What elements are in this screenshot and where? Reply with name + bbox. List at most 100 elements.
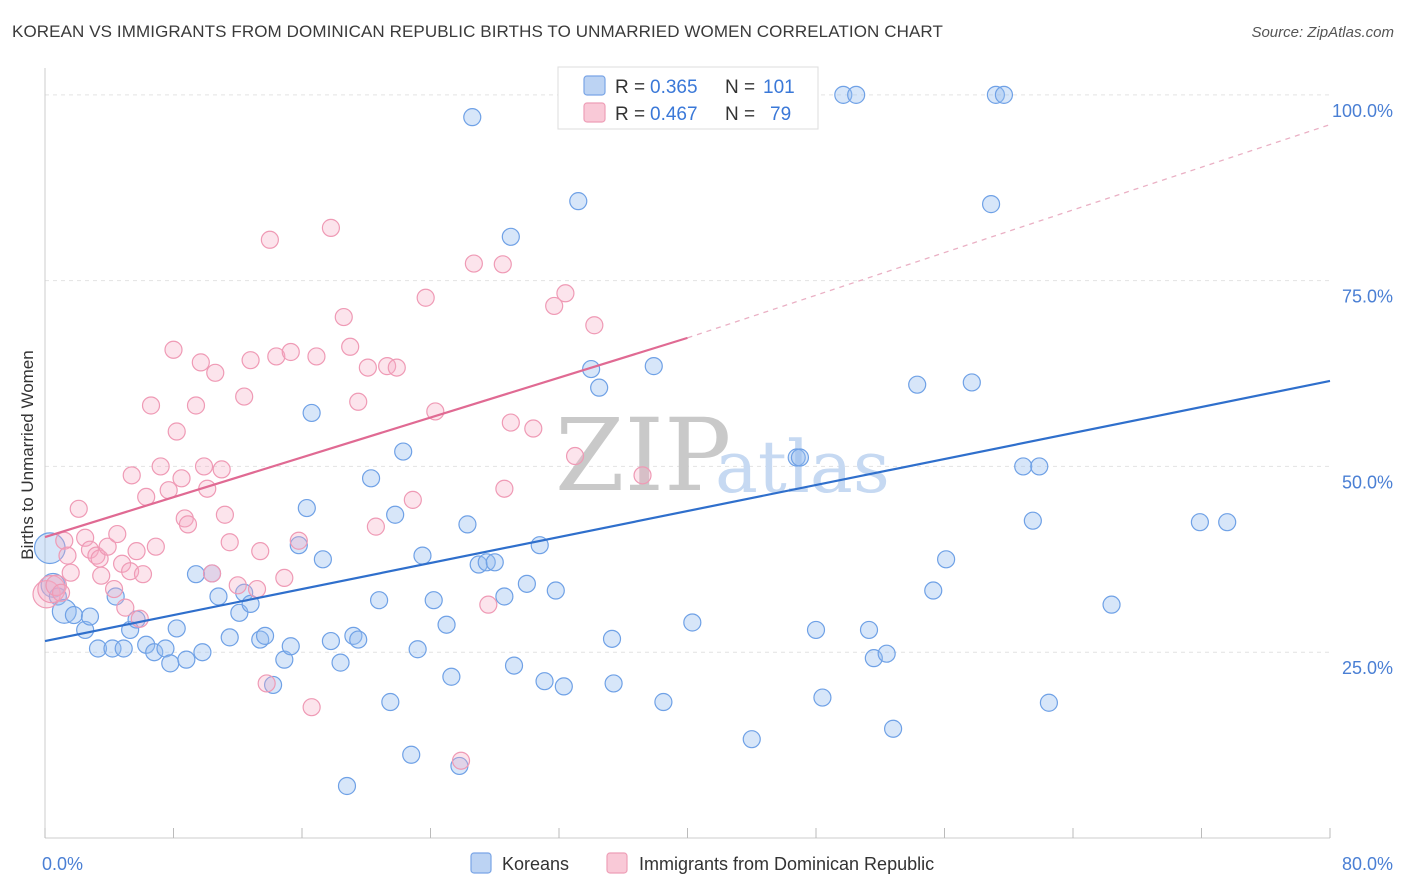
dominican-point-37	[202, 564, 222, 583]
dominican-point-42	[228, 576, 247, 595]
korean-point-81	[834, 85, 853, 104]
korean-point-73	[654, 692, 673, 712]
korean-point-68	[582, 359, 601, 379]
source-credit: Source: ZipAtlas.com	[1251, 24, 1394, 41]
y-tick-label-1: 50.0%	[1342, 472, 1393, 492]
korean-point-38	[337, 776, 357, 796]
korean-point-58	[495, 587, 514, 606]
korean-point-51	[442, 667, 461, 686]
korean-point-80	[813, 688, 832, 707]
dominican-point-21	[130, 609, 149, 628]
dominican-point-64	[416, 288, 435, 307]
korean-point-34	[302, 403, 321, 423]
korean-point-40	[349, 630, 368, 649]
korean-point-46	[402, 745, 421, 764]
korean-point-83	[859, 620, 879, 640]
y-axis-title: Births to Unmarried Women	[18, 350, 37, 559]
dominican-point-46	[251, 542, 270, 561]
legend-n-value-1: 101	[763, 77, 795, 98]
legend-r-value-1: 0.365	[650, 77, 698, 98]
dominican-point-39	[212, 460, 231, 479]
korean-point-19	[186, 565, 206, 584]
korean-point-48	[413, 546, 432, 565]
dominican-point-17	[116, 598, 135, 617]
dominican-point-67	[464, 254, 483, 273]
dominican-point-20	[127, 542, 146, 561]
korean-point-6	[80, 607, 100, 626]
korean-point-33	[297, 498, 316, 518]
dominican-point-6	[61, 563, 80, 582]
x-tick-labels: 0.0% 80.0%	[42, 854, 1393, 874]
korean-point-87	[908, 375, 927, 394]
dominican-point-47	[257, 674, 276, 693]
dominican-point-53	[302, 698, 321, 717]
dominican-point-29	[167, 422, 186, 441]
dominican-point-22	[133, 565, 153, 584]
series-dominican-points	[32, 218, 652, 770]
dominican-point-68	[479, 595, 498, 614]
dominican-point-61	[378, 357, 397, 376]
korean-point-45	[394, 442, 413, 461]
korean-point-72	[644, 357, 663, 376]
dominican-point-51	[281, 342, 300, 362]
dominican-point-76	[585, 316, 604, 335]
dominican-point-72	[524, 419, 543, 438]
dominican-point-7	[69, 499, 88, 518]
korean-point-10	[114, 639, 133, 658]
dominican-point-77	[633, 466, 652, 485]
dominican-point-33	[186, 396, 206, 415]
korean-point-59	[501, 227, 520, 246]
dominican-point-35	[194, 457, 214, 476]
dominican-point-60	[366, 517, 385, 536]
korean-point-57	[485, 553, 504, 572]
dominican-point-4	[55, 531, 74, 550]
korean-point-90	[962, 373, 981, 392]
dominican-point-24	[141, 396, 161, 415]
dominican-point-55	[321, 218, 341, 237]
dominican-point-34	[191, 353, 210, 372]
dominican-point-49	[267, 347, 286, 366]
korean-point-93	[994, 85, 1014, 104]
korean-point-89	[937, 550, 956, 569]
dominican-point-66	[451, 751, 471, 770]
y-tick-labels: 25.0% 50.0% 75.0% 100.0%	[1332, 101, 1393, 678]
dominican-point-70	[495, 479, 514, 498]
bottom-legend-swatch-dominican	[606, 852, 628, 874]
dominican-point-14	[104, 579, 124, 599]
korean-point-82	[847, 85, 866, 104]
korean-point-64	[546, 581, 565, 600]
korean-point-95	[1023, 511, 1042, 530]
dominican-point-38	[206, 363, 225, 382]
dominican-point-28	[164, 340, 183, 359]
dominican-point-62	[387, 358, 406, 377]
korean-point-69	[590, 378, 609, 397]
dominican-point-75	[565, 446, 585, 466]
dominican-point-13	[98, 537, 117, 556]
korean-point-53	[458, 515, 477, 534]
trendline-dominican	[44, 336, 688, 539]
legend-swatch-dominican	[583, 102, 606, 123]
korean-point-22	[209, 587, 228, 606]
dominican-point-74	[556, 284, 575, 303]
y-tick-label-3: 100.0%	[1332, 101, 1393, 121]
korean-point-79	[806, 620, 826, 640]
korean-point-71	[604, 674, 623, 693]
y-tick-label-0: 25.0%	[1342, 658, 1393, 678]
korean-point-18	[177, 650, 196, 669]
dominican-point-41	[220, 533, 239, 552]
legend-r-label-2: R =	[615, 104, 645, 125]
dominican-point-56	[334, 307, 353, 327]
korean-point-65	[554, 677, 573, 696]
korean-point-16	[161, 654, 180, 673]
korean-point-60	[504, 656, 524, 675]
legend-swatch-koreans	[583, 75, 606, 96]
y-tick-label-2: 75.0%	[1342, 287, 1393, 307]
korean-point-54	[463, 108, 482, 127]
dominican-point-43	[235, 387, 254, 406]
dominican-point-57	[341, 337, 360, 356]
korean-point-63	[535, 672, 554, 691]
dominican-point-25	[146, 537, 165, 556]
korean-point-43	[381, 692, 400, 712]
korean-point-42	[370, 591, 389, 610]
